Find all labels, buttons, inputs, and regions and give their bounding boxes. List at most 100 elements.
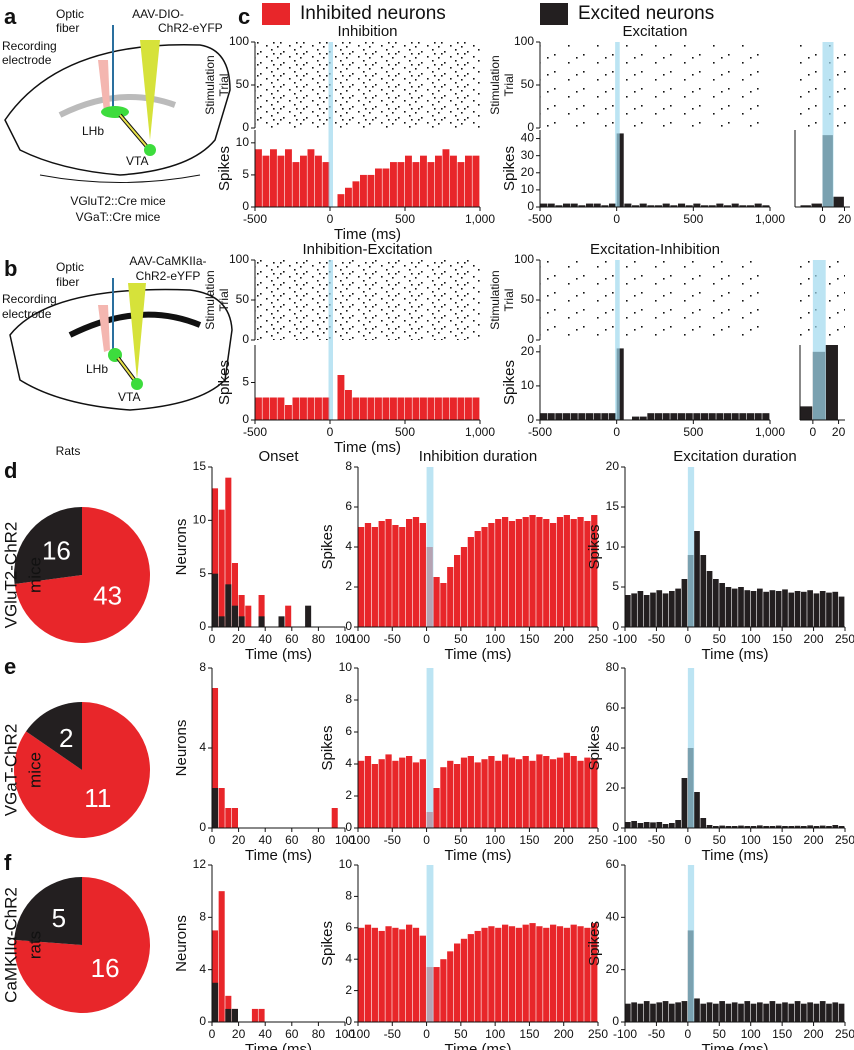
bar: [782, 1002, 788, 1022]
bar: [643, 1001, 650, 1022]
bar: [454, 943, 461, 1022]
bar: [406, 924, 413, 1022]
diagram-label: AAV-CaMKIIa-: [129, 254, 206, 268]
y-axis-label: Spikes: [319, 524, 336, 569]
brain-outline: [9, 288, 233, 411]
x-tick-label: 50: [713, 632, 727, 646]
raster-y-label: Trial: [217, 74, 231, 97]
bar: [586, 203, 594, 207]
bar: [763, 591, 769, 627]
x-tick-label: -500: [243, 212, 267, 226]
bar: [419, 935, 426, 1022]
bar: [508, 521, 516, 627]
bar: [807, 1002, 813, 1022]
bar: [278, 616, 285, 627]
bar: [385, 519, 392, 627]
projection: [117, 357, 137, 383]
bar: [515, 927, 522, 1022]
bar: [371, 527, 378, 627]
bar: [392, 525, 399, 627]
bar: [508, 926, 516, 1022]
bar: [757, 825, 763, 828]
y-tick-label: 40: [521, 131, 535, 145]
bar: [794, 1001, 801, 1022]
bar: [447, 951, 454, 1022]
bar: [502, 517, 509, 627]
x-tick-label: -100: [346, 833, 370, 847]
bar: [782, 589, 788, 627]
legend-label: Inhibited neurons: [300, 3, 446, 24]
bar: [570, 203, 578, 207]
bar: [675, 588, 681, 627]
x-tick-label: 100: [485, 1027, 505, 1041]
x-tick-label: 250: [835, 1027, 854, 1041]
x-tick-label: 0: [819, 212, 826, 226]
bar: [231, 563, 238, 627]
bar: [601, 205, 609, 207]
bar: [427, 397, 435, 420]
vta: [131, 378, 143, 390]
raster-y-label: Trial: [502, 289, 516, 312]
bar: [390, 162, 397, 207]
bar: [307, 149, 315, 207]
y-axis-label: Spikes: [501, 360, 518, 405]
bar: [212, 488, 219, 627]
y-tick-label: 10: [521, 378, 535, 392]
panel-label: a: [4, 4, 17, 29]
y-tick-label: 0: [345, 1014, 352, 1028]
bar: [412, 517, 420, 627]
bar: [675, 820, 681, 828]
bar: [655, 205, 663, 207]
x-tick-label: -100: [613, 833, 637, 847]
bar: [716, 413, 724, 420]
x-tick-label: 100: [741, 833, 761, 847]
bar: [406, 756, 413, 828]
raster-y-label: Stimulation: [488, 55, 502, 114]
bar: [838, 596, 845, 627]
bar: [258, 616, 265, 627]
bar: [495, 519, 502, 627]
bar: [472, 155, 480, 207]
bar: [563, 927, 570, 1022]
bar: [632, 205, 640, 207]
pie-slice: [14, 507, 82, 585]
bar: [270, 397, 277, 420]
stimulus-band: [328, 260, 333, 420]
bar: [447, 760, 454, 828]
diagram-label: ChR2-eYFP: [158, 21, 223, 35]
bar: [563, 752, 570, 828]
bar: [467, 934, 474, 1022]
bar: [725, 826, 732, 828]
y-tick-label: 50: [521, 292, 535, 306]
bar: [601, 413, 609, 420]
pie-slice: [14, 877, 83, 945]
x-tick-label: 250: [588, 833, 608, 847]
bar: [662, 1001, 669, 1022]
bar: [750, 826, 757, 828]
bar: [488, 756, 495, 828]
bar: [769, 590, 776, 627]
bar: [550, 759, 557, 828]
bar: [433, 788, 440, 828]
x-tick-label: 500: [395, 212, 415, 226]
bar: [419, 523, 426, 627]
bar: [515, 519, 522, 627]
bar: [352, 181, 360, 207]
y-axis-label: Neurons: [173, 720, 190, 777]
bar: [744, 1001, 751, 1022]
bar: [593, 203, 601, 207]
y-tick-label: 100: [514, 34, 534, 48]
bar: [360, 397, 367, 420]
diagram-label: VTA: [126, 154, 148, 168]
bar: [245, 605, 252, 627]
bar: [300, 155, 307, 207]
bar: [427, 162, 435, 207]
stimulus-band: [615, 260, 620, 420]
bar: [522, 517, 529, 627]
bar: [731, 588, 738, 627]
bar: [442, 149, 450, 207]
bar: [540, 203, 548, 207]
y-tick-label: 6: [345, 724, 352, 738]
bar: [693, 413, 701, 420]
bar: [694, 531, 700, 627]
